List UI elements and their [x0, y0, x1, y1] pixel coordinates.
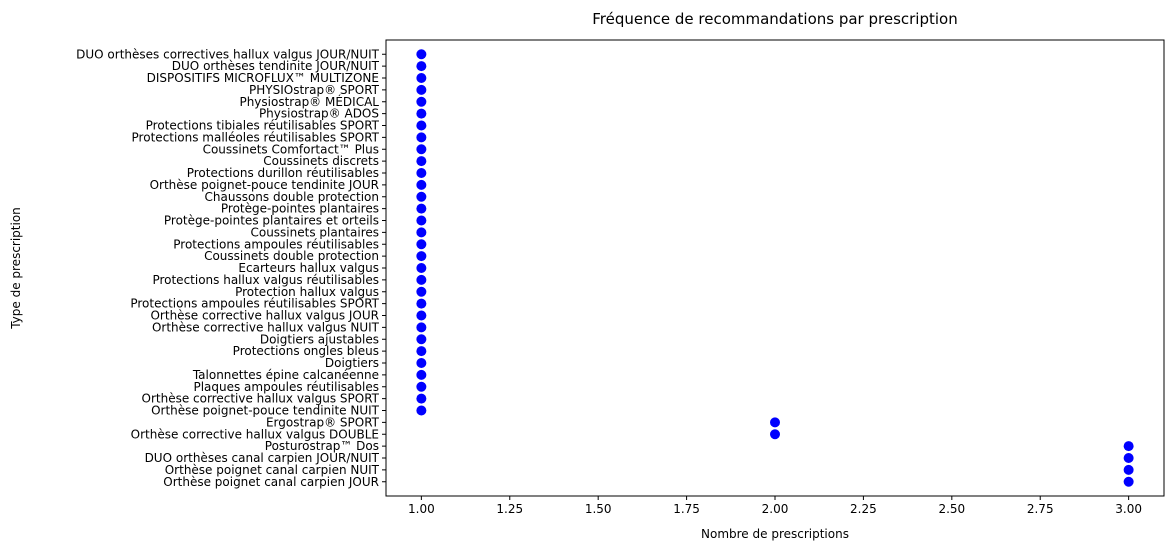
- data-point: [416, 84, 427, 95]
- plot-border: [385, 39, 1165, 497]
- data-point: [416, 49, 427, 60]
- y-tick-label: Orthèse corrective hallux valgus NUIT: [152, 320, 380, 334]
- data-point: [1123, 453, 1134, 463]
- y-tick-label: Plaques ampoules réutilisables: [193, 380, 379, 394]
- x-tick-label: 2.25: [850, 502, 877, 516]
- x-axis-label: Nombre de prescriptions: [701, 527, 849, 541]
- data-point: [416, 263, 427, 273]
- y-tick-label: DUO orthèses correctives hallux valgus J…: [76, 47, 380, 61]
- data-point: [416, 251, 427, 262]
- y-tick-label: Orthèse corrective hallux valgus JOUR: [150, 309, 379, 323]
- data-point: [416, 405, 427, 416]
- y-tick-label: Orthèse poignet canal carpien NUIT: [165, 463, 380, 477]
- y-tick-label: Physiostrap® MÉDICAL: [239, 94, 379, 109]
- y-tick-label: Orthèse poignet-pouce tendinite JOUR: [150, 178, 379, 192]
- y-tick-label: Protections tibiales réutilisables SPORT: [146, 119, 380, 133]
- data-point: [416, 227, 427, 238]
- chart-title: Fréquence de recommandations par prescri…: [592, 10, 957, 28]
- y-tick-label: Protections malléoles réutilisables SPOR…: [132, 130, 380, 144]
- x-tick-label: 3.00: [1115, 502, 1142, 516]
- x-tick-label: 2.50: [938, 502, 965, 516]
- y-tick-label: Protège-pointes plantaires et orteils: [164, 214, 379, 228]
- y-tick-label: Coussinets discrets: [263, 154, 379, 168]
- data-point: [416, 120, 427, 131]
- x-axis-ticks: 1.00 1.25 1.50 1.75 2.00 2.25 2.50 2.75 3.00: [408, 496, 1142, 516]
- data-point: [416, 203, 427, 214]
- y-tick-label: Protections ampoules réutilisables: [173, 237, 379, 251]
- data-point: [1123, 441, 1134, 452]
- data-point: [416, 358, 427, 368]
- y-tick-label: Doigtiers ajustables: [260, 332, 379, 346]
- y-tick-label: DUO orthèses tendinite JOUR/NUIT: [172, 59, 380, 73]
- data-point: [770, 417, 780, 428]
- x-tick-label: 1.50: [585, 502, 612, 516]
- data-point: [416, 179, 427, 190]
- data-point: [416, 298, 427, 309]
- data-point: [416, 310, 427, 321]
- data-point: [416, 322, 427, 333]
- y-tick-label: DISPOSITIFS MICROFLUX™ MULTIZONE: [147, 71, 379, 85]
- y-tick-label: Protections ongles bleus: [233, 344, 379, 358]
- data-point: [416, 108, 427, 119]
- y-tick-label: Physiostrap® ADOS: [259, 107, 379, 121]
- data-point: [416, 96, 427, 107]
- plot-frame: [385, 39, 1165, 497]
- y-tick-label: Orthèse corrective hallux valgus DOUBLE: [131, 427, 379, 441]
- data-point: [416, 73, 427, 83]
- y-tick-label: Chaussons double protection: [205, 190, 379, 204]
- x-tick-label: 1.25: [496, 502, 523, 516]
- y-tick-label: Coussinets plantaires: [250, 225, 379, 239]
- data-point: [416, 286, 427, 297]
- x-tick-label: 1.00: [408, 502, 435, 516]
- data-point: [416, 144, 427, 155]
- y-tick-label: DUO orthèses canal carpien JOUR/NUIT: [145, 451, 380, 465]
- y-tick-label: Coussinets double protection: [204, 249, 379, 263]
- data-point: [416, 132, 427, 143]
- y-tick-label: Protège-pointes plantaires: [221, 202, 379, 216]
- y-tick-label: Orthèse poignet canal carpien JOUR: [163, 475, 379, 489]
- y-tick-label: Posturostrap™ Dos: [265, 439, 379, 453]
- y-tick-label: PHYSIOstrap® SPORT: [249, 83, 380, 97]
- y-tick-label: Protection hallux valgus: [235, 285, 379, 299]
- data-point: [416, 61, 427, 72]
- y-tick-label: Orthèse corrective hallux valgus SPORT: [142, 392, 380, 406]
- data-point: [416, 334, 427, 345]
- y-tick-label: Ergostrap® SPORT: [266, 415, 380, 429]
- data-point: [416, 346, 427, 357]
- data-points: [416, 49, 1134, 487]
- y-tick-label: Protections durillon réutilisables: [187, 166, 379, 180]
- data-point: [416, 239, 427, 250]
- data-point: [416, 274, 427, 285]
- y-tick-label: Coussinets Comfortact™ Plus: [203, 142, 379, 156]
- y-tick-label: Protections hallux valgus réutilisables: [152, 273, 379, 287]
- data-point: [416, 215, 427, 226]
- data-point: [1123, 464, 1134, 475]
- y-axis-ticks: Orthèse poignet canal carpien JOUROrthès…: [76, 47, 386, 489]
- y-tick-label: Ecarteurs hallux valgus: [238, 261, 379, 275]
- x-tick-label: 1.75: [673, 502, 700, 516]
- y-tick-label: Orthèse poignet-pouce tendinite NUIT: [151, 404, 380, 418]
- y-tick-label: Talonnettes épine calcanéenne: [192, 368, 379, 382]
- data-point: [416, 369, 427, 380]
- data-point: [416, 381, 427, 392]
- data-point: [416, 393, 427, 404]
- x-tick-label: 2.75: [1027, 502, 1054, 516]
- y-axis-label: Type de prescription: [9, 207, 23, 330]
- data-point: [416, 156, 427, 167]
- data-point: [416, 191, 427, 202]
- data-point: [770, 429, 780, 440]
- y-tick-label: Protections ampoules réutilisables SPORT: [130, 297, 379, 311]
- data-point: [416, 168, 427, 178]
- y-tick-label: Doigtiers: [325, 356, 379, 370]
- x-tick-label: 2.00: [762, 502, 789, 516]
- data-point: [1123, 476, 1134, 487]
